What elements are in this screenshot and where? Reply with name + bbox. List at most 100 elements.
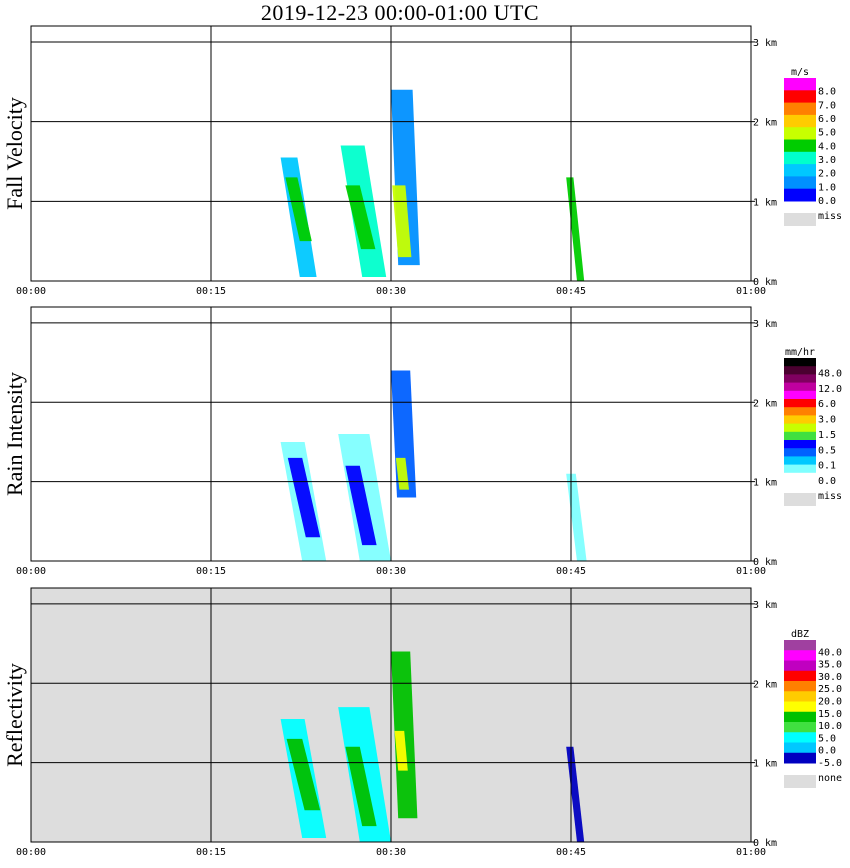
legend-swatch <box>784 711 816 723</box>
x-tick-label: 01:00 <box>736 847 766 858</box>
x-tick-label: 00:15 <box>196 847 226 858</box>
legend-swatch <box>784 742 816 754</box>
y-tick-label: 1 km <box>753 759 777 770</box>
echo-region-4 <box>345 465 377 546</box>
legend-swatch <box>784 374 816 384</box>
y-axis-title: Rain Intensity <box>2 372 27 496</box>
x-tick-label: 00:00 <box>16 286 46 297</box>
legend-label: 1.0 <box>818 182 836 193</box>
x-tick-label: 00:30 <box>376 847 406 858</box>
x-tick-label: 00:15 <box>196 286 226 297</box>
legend-missing-swatch <box>784 493 816 506</box>
x-tick-label: 00:00 <box>16 847 46 858</box>
echo-region-2 <box>286 738 321 811</box>
legend-swatch <box>784 415 816 425</box>
y-axis-title: Fall Velocity <box>2 97 27 210</box>
legend-label: 25.0 <box>818 684 842 695</box>
legend-swatch <box>784 440 816 449</box>
echo-region-2 <box>287 457 321 538</box>
legend-swatch <box>784 691 816 702</box>
legend-swatch <box>784 399 816 408</box>
legend-label: 6.0 <box>818 399 836 410</box>
legend-swatch <box>784 670 816 682</box>
panel-2: 00:00 00:15 00:30 00:45 01:000 km 1 km 2 km 3 k… <box>2 306 842 577</box>
x-tick-label: 00:45 <box>556 566 586 577</box>
panel-1: 00:00 00:15 00:30 00:45 01:000 km 1 km 2 km 3 k… <box>2 25 842 297</box>
x-tick-label: 00:15 <box>196 566 226 577</box>
legend-swatch <box>784 90 816 104</box>
plot-frame <box>30 587 752 843</box>
legend-swatch <box>784 151 816 165</box>
legend-label: 0.1 <box>818 461 836 472</box>
legend-swatch <box>784 732 816 743</box>
legend-swatch <box>784 176 816 190</box>
legend-label: 0.0 <box>818 476 836 487</box>
legend-label: 5.0 <box>818 128 836 139</box>
echo-region-4 <box>345 746 377 827</box>
legend-missing-label: none <box>818 773 842 784</box>
legend-missing-label: miss <box>818 211 842 222</box>
legend-swatch <box>784 431 816 441</box>
legend-label: 4.0 <box>818 141 836 152</box>
x-tick-label: 00:00 <box>16 566 46 577</box>
x-tick-label: 00:45 <box>556 847 586 858</box>
legend-label: 0.0 <box>818 746 836 757</box>
y-tick-label: 2 km <box>753 679 777 690</box>
y-tick-label: 2 km <box>753 398 777 409</box>
legend-label: 1.5 <box>818 430 836 441</box>
y-tick-label: 3 km <box>753 319 777 330</box>
legend-unit: dBZ <box>791 629 809 640</box>
legend-swatch <box>784 472 816 482</box>
legend-swatch <box>784 164 816 177</box>
x-tick-label: 01:00 <box>736 286 766 297</box>
legend-swatch <box>784 640 816 651</box>
legend-swatch <box>784 358 816 367</box>
legend-missing-label: miss <box>818 491 842 502</box>
legend-swatch <box>784 752 816 764</box>
legend-swatch <box>784 127 816 140</box>
y-tick-label: 0 km <box>753 557 777 568</box>
y-tick-label: 3 km <box>753 38 777 49</box>
legend-missing-swatch <box>784 775 816 788</box>
legend-swatch <box>784 114 816 128</box>
legend-swatch <box>784 456 816 466</box>
legend: m/s 8.0 7.0 6.0 5.0 4.0 3.0 2.0 1.0 0.0 miss <box>784 67 842 226</box>
legend-label: 15.0 <box>818 709 842 720</box>
legend: dBZ 40.0 35.030.025.0 20.015.010.05.0 0.0-5.… <box>784 629 842 788</box>
legend-label: 5.0 <box>818 733 836 744</box>
legend-label: 48.0 <box>818 368 842 379</box>
legend-swatch <box>784 139 816 153</box>
echo-layer <box>280 651 585 842</box>
legend-label: 12.0 <box>818 384 842 395</box>
legend-missing-swatch <box>784 213 816 226</box>
legend-label: 7.0 <box>818 100 836 111</box>
legend-swatch <box>784 382 816 392</box>
y-tick-label: 3 km <box>753 600 777 611</box>
y-tick-label: 0 km <box>753 838 777 849</box>
chart-title: 2019-12-23 00:00-01:00 UTC <box>260 0 540 25</box>
legend-label: 2.0 <box>818 169 836 180</box>
legend-swatch <box>784 681 816 692</box>
legend-swatch <box>784 722 816 733</box>
legend-label: 8.0 <box>818 87 836 98</box>
legend-swatch <box>784 464 816 474</box>
legend-swatch <box>784 188 816 202</box>
legend-swatch <box>784 660 816 672</box>
legend-swatch <box>784 78 816 91</box>
echo-region-6 <box>392 185 412 258</box>
y-tick-label: 1 km <box>753 197 777 208</box>
legend-label: 3.0 <box>818 155 836 166</box>
legend-label: 20.0 <box>818 697 842 708</box>
y-axis-title: Reflectivity <box>2 663 27 767</box>
legend-label: -5.0 <box>818 758 842 769</box>
y-tick-label: 2 km <box>753 118 777 129</box>
legend-swatch <box>784 701 816 713</box>
x-tick-label: 00:30 <box>376 566 406 577</box>
legend-label: 3.0 <box>818 415 836 426</box>
legend-swatch <box>784 390 816 400</box>
legend-swatch <box>784 102 816 116</box>
echo-region-2 <box>285 177 312 242</box>
legend-swatch <box>784 407 816 416</box>
